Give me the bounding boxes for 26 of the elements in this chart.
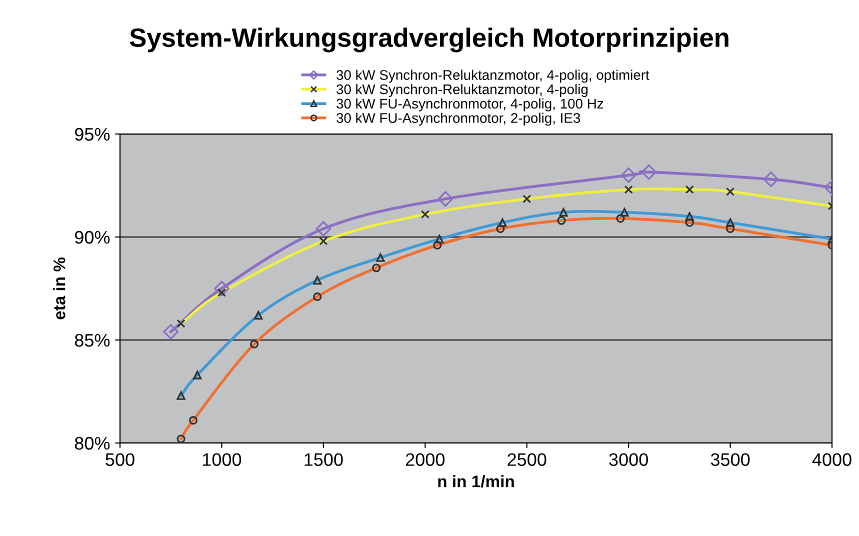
x-tick-label: 1000 bbox=[203, 453, 242, 466]
y-axis-title: eta in % bbox=[53, 257, 66, 320]
point bbox=[438, 191, 454, 207]
x-tick-label: 2000 bbox=[406, 453, 445, 466]
point bbox=[641, 164, 657, 180]
legend-label: 30 kW FU-Asynchronmotor, 4-polig, 100 Hz bbox=[336, 98, 604, 112]
x-tick-label: 3500 bbox=[710, 453, 750, 466]
point bbox=[763, 172, 779, 188]
y-tick-label: 85% bbox=[74, 334, 110, 347]
legend-label: 30 kW Synchron-Reluktanzmotor, 4-polig, optimiert bbox=[336, 70, 650, 83]
y-tick-label: 80% bbox=[74, 436, 110, 450]
x-tick-label: 1500 bbox=[304, 453, 343, 466]
x-tick-label: 2500 bbox=[508, 453, 546, 466]
point bbox=[214, 280, 230, 296]
x-axis-title: n in 1/min bbox=[438, 475, 514, 488]
y-tick-label: 95% bbox=[74, 128, 110, 141]
point bbox=[316, 221, 332, 236]
x-tick-label: 500 bbox=[106, 453, 134, 466]
x-tick-label: 3000 bbox=[609, 453, 648, 466]
point bbox=[620, 167, 636, 183]
chart-title: System-Wirkungsgradvergleich Motorprinzipien bbox=[130, 28, 728, 52]
x-tick-label: 4000 bbox=[812, 453, 852, 466]
legend-label: 30 kW Synchron-Reluktanzmotor, 4-polig bbox=[336, 84, 588, 97]
point bbox=[163, 324, 179, 340]
legend-label: 30 kW FU-Asynchronmotor, 2-polig, IE3 bbox=[336, 112, 580, 126]
y-tick-label: 90% bbox=[74, 230, 110, 244]
